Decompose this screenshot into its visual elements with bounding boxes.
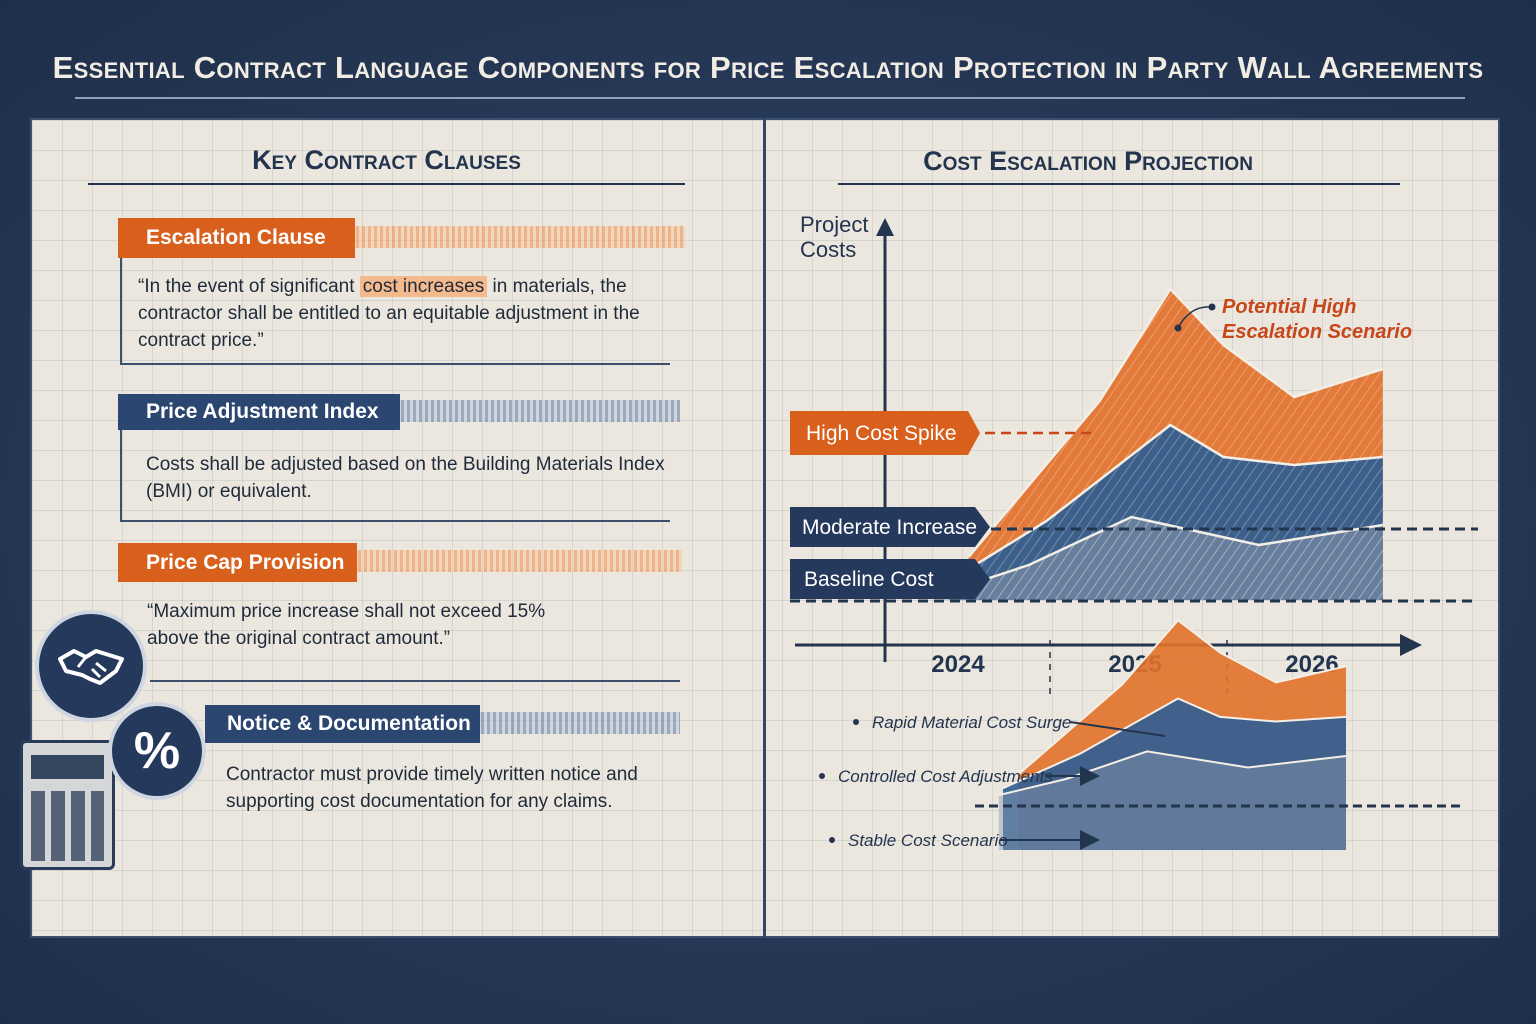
- x-tick-label: 2024: [931, 651, 985, 678]
- clause-tag-notice: Notice & Documentation: [205, 705, 480, 743]
- clause-text-escalation: “In the event of significant cost increa…: [138, 273, 668, 354]
- mini-annotation-text: Stable Cost Scenario: [848, 831, 1008, 850]
- clause-border: [120, 230, 122, 365]
- annotation-dot: [1208, 303, 1216, 311]
- right-heading-rule: [838, 183, 1400, 185]
- highlight-text: cost increases: [359, 276, 488, 297]
- clause-stripe: [352, 550, 682, 572]
- mini-series-line-0: [1017, 618, 1347, 776]
- series-hatch-2: [943, 517, 1383, 600]
- clause-tag-price-cap: Price Cap Provision: [118, 543, 357, 582]
- clause-border: [150, 680, 680, 682]
- tag-moderate-increase: [790, 507, 990, 547]
- left-heading-rule: [88, 183, 685, 185]
- panel-divider: [763, 118, 766, 938]
- clause-text-price-index: Costs shall be adjusted based on the Bui…: [146, 454, 665, 502]
- annotation-leader: [1177, 306, 1213, 329]
- clause-tag-escalation: Escalation Clause: [118, 218, 355, 258]
- annotation-text: Potential High: [1222, 296, 1356, 318]
- y-axis-arrow: [876, 218, 894, 236]
- y-axis-label: Project: [800, 212, 868, 237]
- mini-annotation-text: Controlled Cost Adjustments: [838, 767, 1053, 786]
- y-axis-label: Costs: [800, 237, 856, 262]
- clause-border: [120, 363, 670, 365]
- text: in materials, the contractor shall be en…: [138, 276, 640, 351]
- handshake-icon: [35, 610, 147, 722]
- annotation-text: Escalation Scenario: [1222, 321, 1412, 343]
- clause-tag-price-index: Price Adjustment Index: [118, 394, 400, 430]
- mini-series-line-1: [1002, 697, 1347, 790]
- reference-label: Baseline Cost: [804, 568, 934, 591]
- reference-label: Moderate Increase: [802, 516, 977, 539]
- clause-border: [120, 410, 122, 522]
- left-heading: Key Contract Clauses: [252, 145, 521, 175]
- clause-stripe: [475, 712, 680, 734]
- mini-annotation-bullet: [853, 719, 859, 725]
- calculator-screen: [31, 755, 104, 779]
- series-line-0: [967, 286, 1384, 558]
- annotation-dot: [1174, 324, 1182, 332]
- mini-annotation-leader: [1069, 721, 1166, 737]
- clause-border: [120, 520, 670, 522]
- tag-baseline-cost: [790, 559, 990, 599]
- mini-annotation-text: Rapid Material Cost Surge: [872, 713, 1071, 732]
- page-title: Essential Contract Language Components f…: [52, 50, 1484, 85]
- mini-annotation-bullet: [829, 837, 835, 843]
- calculator-keys: [31, 791, 104, 861]
- clause-text-price-cap: “Maximum price increase shall not exceed…: [147, 601, 546, 649]
- clause-text-notice: Contractor must provide timely written n…: [226, 764, 638, 812]
- mini-series-line-2: [998, 750, 1347, 797]
- tag-high-cost-spike: [790, 411, 980, 455]
- right-heading: Cost Escalation Projection: [923, 146, 1253, 176]
- clause-stripe: [350, 226, 685, 248]
- percent-icon: %: [108, 702, 206, 800]
- mini-series-area-1: [1003, 698, 1346, 850]
- series-line-2: [943, 515, 1383, 595]
- series-line-1: [948, 423, 1383, 583]
- title-rule: [75, 97, 1465, 99]
- calculator-icon: [20, 740, 115, 870]
- mini-annotation-bullet: [819, 773, 825, 779]
- x-axis-arrow: [1400, 634, 1422, 656]
- text: “In the event of significant: [138, 276, 360, 297]
- clause-stripe: [395, 400, 680, 422]
- reference-label: High Cost Spike: [806, 422, 957, 445]
